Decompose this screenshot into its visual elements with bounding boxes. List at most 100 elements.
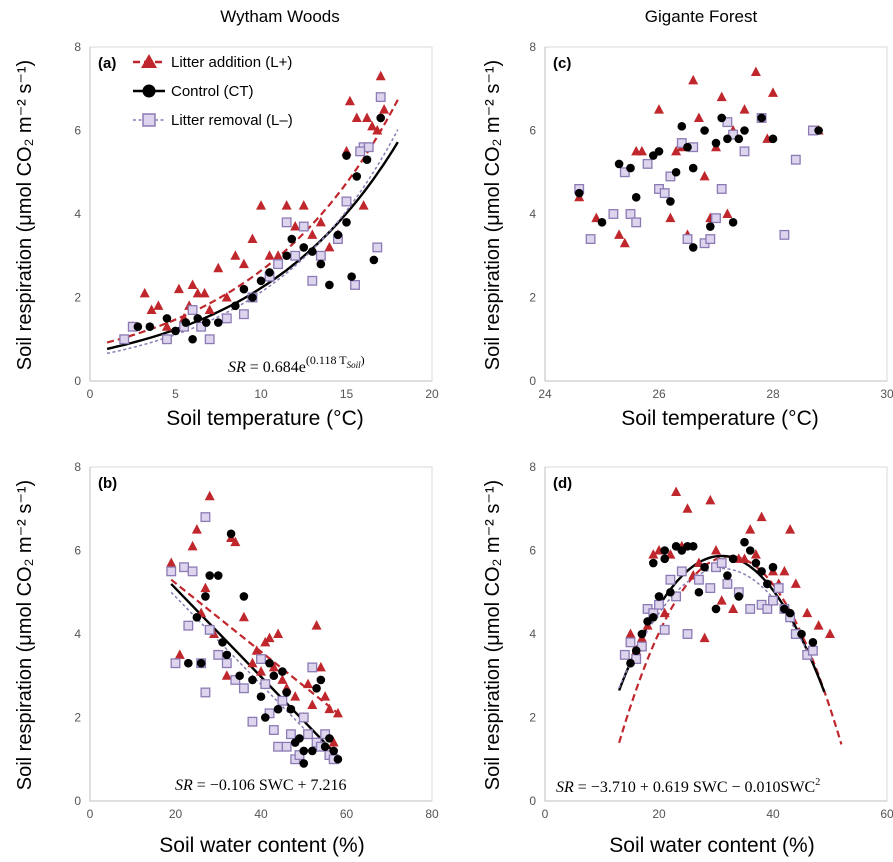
point-control (574, 188, 584, 198)
point-control (184, 658, 193, 668)
point-litter-addition (277, 674, 288, 684)
point-litter-removal (722, 117, 733, 128)
point-litter-addition (351, 112, 362, 122)
point-litter-addition (273, 250, 284, 260)
point-litter-addition (268, 661, 279, 672)
point-litter-addition (324, 703, 335, 714)
point-litter-addition (716, 91, 727, 102)
point-litter-addition (273, 628, 284, 638)
point-control (188, 334, 197, 344)
point-control (660, 546, 669, 555)
point-litter-addition (711, 545, 721, 555)
point-control (205, 571, 214, 580)
point-litter-removal (256, 654, 266, 665)
x-tick-label: 60 (340, 807, 354, 821)
point-litter-removal (179, 562, 190, 573)
point-litter-addition (671, 486, 682, 497)
point-control (626, 658, 635, 668)
point-litter-addition (324, 241, 335, 252)
x-tick-label: 5 (172, 387, 179, 401)
point-litter-addition (367, 120, 378, 131)
y-tick-label: 6 (529, 544, 536, 558)
plot-area-b (89, 466, 433, 802)
x-tick-label: 0 (542, 807, 549, 821)
equation-b-lhs: SR (175, 777, 193, 794)
point-litter-addition (320, 691, 331, 701)
point-litter-addition (362, 112, 373, 122)
point-litter-addition (619, 237, 630, 248)
point-control (282, 251, 291, 261)
point-litter-addition (728, 603, 739, 613)
point-control (740, 126, 749, 135)
legend-item-litter-addition: Litter addition (L+) (133, 54, 292, 71)
point-control (649, 558, 658, 568)
x-axis-label-d: Soil water content (%) (609, 834, 814, 857)
point-litter-removal (711, 213, 721, 224)
point-control (235, 671, 244, 681)
point-litter-removal (183, 620, 194, 631)
point-control (768, 134, 778, 144)
point-control (751, 558, 761, 568)
point-control (299, 746, 309, 756)
point-litter-addition (290, 691, 301, 701)
point-litter-addition (311, 620, 322, 630)
point-litter-removal (671, 591, 682, 602)
point-control (723, 134, 732, 144)
point-control (312, 683, 321, 693)
point-control (728, 554, 738, 564)
point-litter-addition (614, 229, 625, 239)
point-control (660, 554, 669, 564)
point-litter-removal (676, 566, 687, 577)
point-litter-removal (665, 171, 676, 182)
point-control (248, 675, 257, 685)
point-control (688, 163, 698, 173)
x-tick-label: 20 (425, 387, 439, 401)
y-tick-label: 0 (74, 794, 81, 808)
point-control (325, 280, 334, 290)
point-litter-removal (372, 242, 383, 253)
point-litter-removal (268, 725, 279, 735)
point-litter-removal (273, 259, 284, 270)
point-control (287, 234, 297, 244)
point-control (222, 650, 232, 660)
point-litter-removal (705, 583, 716, 594)
equation-b-rhs: = −0.106 SWC + 7.216 (193, 777, 347, 794)
column-title-right: Gigante Forest (645, 7, 758, 26)
point-litter-addition (204, 304, 215, 315)
panel-d: 0 20 40 60 0 2 4 6 8 (d) (529, 460, 893, 821)
point-control (711, 604, 721, 614)
point-control (308, 247, 317, 256)
point-control (308, 746, 317, 756)
equation-a-subscript: Soil (347, 360, 362, 370)
point-control (162, 314, 172, 323)
point-litter-removal (779, 229, 790, 240)
point-litter-addition (290, 221, 301, 231)
point-control (626, 163, 635, 173)
point-litter-removal (676, 138, 687, 148)
point-litter-addition (256, 666, 266, 676)
point-control (369, 255, 379, 265)
y-tick-label: 8 (74, 40, 81, 54)
point-litter-addition (238, 611, 249, 622)
point-control (347, 272, 356, 281)
point-litter-addition (372, 125, 383, 135)
point-litter-addition (332, 707, 343, 718)
point-litter-removal (762, 604, 773, 614)
panel-b: 0 20 40 60 80 0 2 4 6 8 (b) (74, 460, 439, 821)
equation-d-lhs: SR (556, 779, 574, 796)
point-control (666, 197, 675, 206)
point-litter-addition (750, 66, 761, 77)
point-litter-removal (363, 142, 374, 153)
point-litter-addition (802, 607, 813, 618)
point-control (683, 142, 692, 152)
equation-d-rhs: = −3.710 + 0.619 SWC − 0.010SWC (574, 779, 815, 796)
y-tick-label: 2 (529, 711, 536, 725)
point-control (269, 671, 279, 681)
point-control (723, 571, 732, 580)
point-litter-removal (200, 687, 211, 698)
point-control (666, 587, 675, 597)
point-litter-removal (119, 334, 130, 345)
y-tick-label: 4 (529, 207, 536, 221)
point-control (256, 276, 266, 286)
point-control (286, 704, 296, 714)
